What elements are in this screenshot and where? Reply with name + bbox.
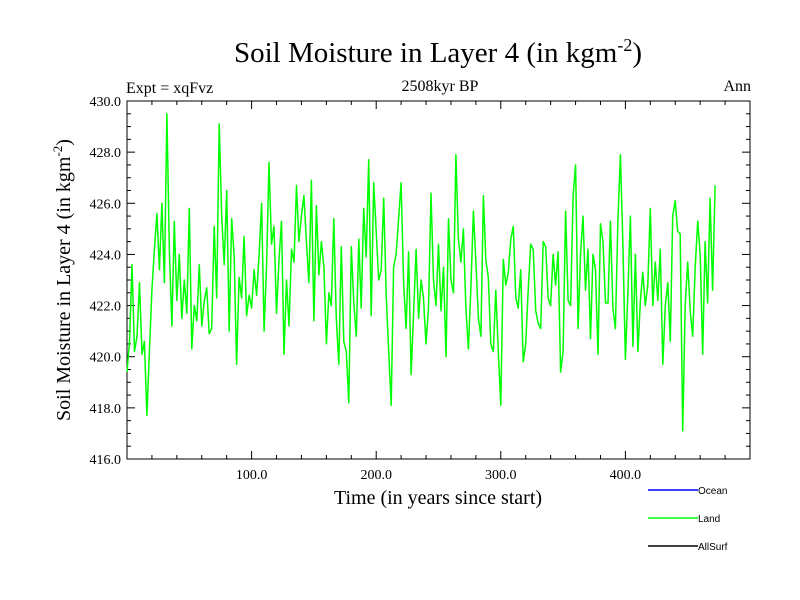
y-tick-label: 430.0 [90,95,122,110]
y-axis: 416.0 418.0 420.0 422.0 424.0 426.0 428.0 430.0 [90,95,750,468]
y-axis-label: Soil Moisture in Layer 4 (in kgm-2) [50,139,75,421]
experiment-label: Expt = xqFvz [126,80,213,97]
y-tick-label: 424.0 [90,248,122,263]
x-tick-label: 400.0 [610,468,642,483]
y-tick-label: 426.0 [90,197,122,212]
legend-label-land: Land [698,514,720,525]
series-line-land [126,113,716,432]
x-axis: 100.0 200.0 300.0 400.0 [151,101,726,483]
y-tick-label: 418.0 [90,402,122,417]
season-label: Ann [723,78,751,95]
chart-header: Soil Moisture in Layer 4 (in kgm-2) 2508… [126,35,751,97]
x-tick-label: 100.0 [236,468,268,483]
y-tick-label: 416.0 [90,453,122,468]
x-axis-label: Time (in years since start) [334,487,542,509]
y-tick-label: 422.0 [90,300,122,315]
legend: Ocean Land AllSurf [648,486,728,553]
x-tick-label: 200.0 [360,468,392,483]
y-tick-label: 428.0 [90,146,122,161]
chart-subtitle: 2508kyr BP [402,78,479,95]
x-tick-label: 300.0 [485,468,517,483]
y-tick-label: 420.0 [90,351,122,366]
plot-area: 100.0 200.0 300.0 400.0 416.0 418.0 420.0 422.… [90,95,751,483]
legend-label-allsurf: AllSurf [698,542,728,553]
legend-label-ocean: Ocean [698,486,727,497]
chart-title: Soil Moisture in Layer 4 (in kgm-2) [234,35,642,69]
